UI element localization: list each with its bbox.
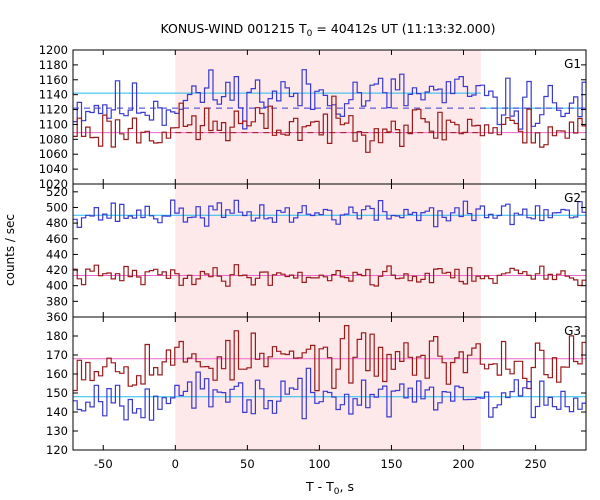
highlight-interval [175,317,481,450]
y-tick-label: 1100 [39,117,68,131]
panels: 1020104010601080110011201140116011801200… [39,43,587,471]
series-blue [73,69,586,130]
y-tick-label: 460 [46,232,68,246]
series-blue [73,367,586,421]
y-tick-label: 480 [46,216,68,230]
y-tick-label: 420 [46,263,68,277]
y-tick-label: 1040 [39,162,68,176]
y-tick-label: 1160 [39,73,68,87]
y-tick-label: 140 [46,405,68,419]
y-tick-label: 500 [46,200,68,214]
y-tick-label: 360 [46,310,68,324]
y-axis-label: counts / sec [3,214,17,286]
panel-label: G1 [564,57,581,71]
highlight-interval [175,184,481,317]
y-tick-label: 1200 [39,43,68,57]
x-tick-label: -50 [94,457,113,471]
x-tick-label: 150 [380,457,402,471]
series-red [73,325,586,392]
x-tick-label: 100 [308,457,330,471]
y-tick-label: 440 [46,247,68,261]
y-tick-label: 380 [46,294,68,308]
x-axis-label: T - T0, s [305,479,354,497]
series-red [73,264,586,287]
panel-label: G3 [564,324,581,338]
panel-label: G2 [564,191,581,205]
panel-frame [72,316,587,451]
x-tick-label: 0 [172,457,179,471]
y-tick-label: 1020 [39,177,68,191]
y-tick-label: 160 [46,367,68,381]
y-tick-label: 120 [46,443,68,457]
series-red [73,95,586,153]
y-tick-label: 520 [46,185,68,199]
y-tick-label: 1180 [39,58,68,72]
y-tick-label: 130 [46,424,68,438]
x-tick-label: 250 [525,457,547,471]
y-tick-label: 170 [46,348,68,362]
series-blue [73,199,586,228]
y-tick-label: 400 [46,279,68,293]
x-tick-label: 50 [240,457,255,471]
y-tick-label: 1060 [39,147,68,161]
chart-title: KONUS-WIND 001215 T0 = 40412s UT (11:13:… [160,21,495,39]
panel-g3: 120 130 140 150 160 170 180 G3 [46,316,587,457]
y-tick-label: 180 [46,329,68,343]
x-tick-label: 200 [453,457,475,471]
y-tick-label: 150 [46,386,68,400]
panel-g1: 1020104010601080110011201140116011801200… [39,43,587,191]
y-tick-label: 1120 [39,103,68,117]
y-tick-label: 1140 [39,88,68,102]
y-tick-label: 1080 [39,132,68,146]
